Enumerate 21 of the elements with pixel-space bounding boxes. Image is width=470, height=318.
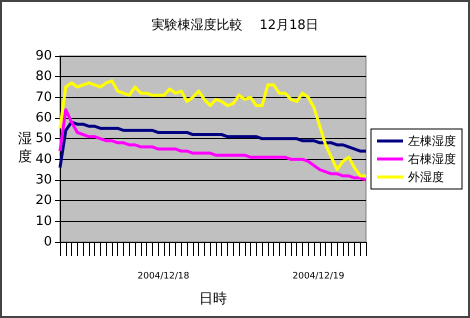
y-tick-label: 50 [35, 131, 52, 146]
legend-label: 右棟湿度 [408, 152, 456, 166]
y-tick-label: 20 [35, 193, 52, 208]
legend-label: 外湿度 [408, 170, 444, 184]
y-tick-label: 90 [35, 48, 52, 64]
y-tick-label: 10 [35, 214, 52, 229]
y-tick-label: 30 [35, 172, 52, 188]
y-axis-title: 湿度 [18, 131, 32, 165]
text: 2004/12/19 [292, 272, 345, 282]
x-axis-title: 日時 [199, 291, 227, 307]
y-tick-label: 70 [35, 90, 52, 105]
line-series [58, 108, 368, 182]
y-tick-label: 40 [35, 152, 52, 167]
y-tick-label: 0 [44, 234, 52, 250]
y-tick-label: 60 [35, 110, 52, 126]
y-tick-label: 80 [35, 69, 52, 84]
text: 2004/12/18 [138, 272, 190, 282]
line-series [58, 79, 368, 178]
chart-title: 実験棟湿度比較 12月18日 [151, 17, 319, 33]
line-series [58, 120, 368, 170]
legend-label: 左棟湿度 [408, 134, 456, 148]
